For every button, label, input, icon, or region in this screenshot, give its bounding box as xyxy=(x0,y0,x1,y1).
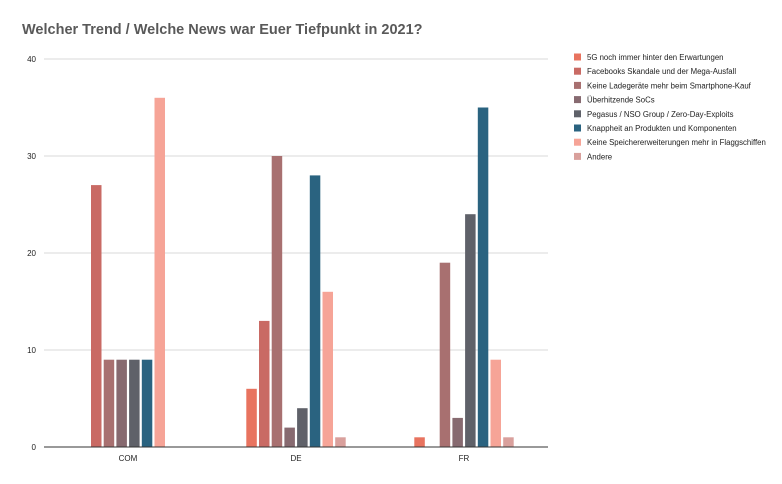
legend-label: Pegasus / NSO Group / Zero-Day-Exploits xyxy=(587,110,734,119)
legend: 5G noch immer hinter den Erwartungen Face… xyxy=(574,53,766,161)
bar xyxy=(465,214,476,447)
bar xyxy=(91,185,102,447)
legend-swatch xyxy=(574,110,581,118)
y-tick-label: 10 xyxy=(27,346,36,355)
bar xyxy=(503,437,514,447)
x-tick-label: COM xyxy=(119,454,138,463)
bar xyxy=(322,291,333,447)
bar xyxy=(271,156,283,447)
y-tick-label: 0 xyxy=(32,443,37,452)
x-tick-label: DE xyxy=(290,454,301,463)
legend-label: Keine Ladegeräte mehr beim Smartphone-Ka… xyxy=(587,81,752,90)
legend-label: Keine Speichererweiterungen mehr in Flag… xyxy=(587,138,766,147)
legend-swatch xyxy=(574,67,581,75)
bar xyxy=(490,359,501,447)
bar xyxy=(259,320,270,447)
axes: 0 10 20 30 40 COM DE FR xyxy=(27,55,548,463)
bar xyxy=(116,359,127,447)
legend-swatch xyxy=(574,138,581,146)
legend-label: Facebooks Skandale und der Mega-Ausfall xyxy=(587,67,736,76)
bar xyxy=(154,97,165,448)
bar xyxy=(246,388,257,447)
legend-label: 5G noch immer hinter den Erwartungen xyxy=(587,53,724,62)
bar xyxy=(335,437,346,447)
legend-label: Knappheit an Produkten und Komponenten xyxy=(587,124,737,133)
legend-swatch xyxy=(574,81,581,89)
gridlines xyxy=(44,58,548,351)
y-tick-label: 30 xyxy=(27,152,36,161)
bar xyxy=(477,107,489,447)
y-tick-label: 20 xyxy=(27,249,36,258)
bar xyxy=(284,427,295,447)
legend-swatch xyxy=(574,124,581,132)
chart-title: Welcher Trend / Welche News war Euer Tie… xyxy=(22,22,423,38)
legend-swatch xyxy=(574,152,581,160)
bar xyxy=(452,417,463,447)
bar xyxy=(414,437,425,447)
legend-label: Andere xyxy=(587,152,612,161)
bar xyxy=(297,408,308,447)
bar xyxy=(103,359,115,447)
bar xyxy=(141,359,153,447)
x-tick-label: FR xyxy=(459,454,470,463)
bar xyxy=(439,262,451,447)
legend-label: Überhitzende SoCs xyxy=(587,96,655,105)
y-tick-label: 40 xyxy=(27,55,36,64)
legend-swatch xyxy=(574,96,581,104)
legend-swatch xyxy=(574,53,581,61)
bars xyxy=(91,97,514,448)
bar xyxy=(309,175,321,447)
bar xyxy=(129,359,140,447)
